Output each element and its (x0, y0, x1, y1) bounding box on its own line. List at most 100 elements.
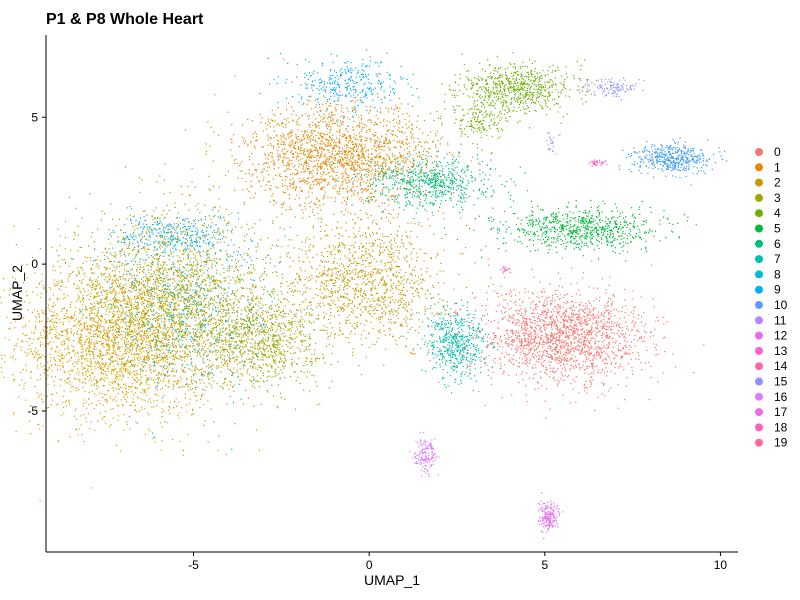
point (160, 301, 162, 303)
point (227, 350, 229, 353)
point (204, 420, 206, 422)
point (160, 306, 162, 308)
point (205, 260, 207, 262)
point (149, 339, 151, 342)
point (91, 308, 93, 310)
point (119, 276, 121, 278)
point (92, 336, 94, 338)
point (171, 231, 173, 234)
point (76, 361, 78, 363)
point (135, 289, 138, 291)
point (157, 282, 159, 284)
point (135, 421, 137, 423)
point (205, 304, 207, 306)
point (203, 281, 205, 283)
point (137, 224, 139, 226)
point (198, 317, 200, 319)
point (105, 310, 108, 312)
point (316, 404, 318, 406)
point (185, 249, 187, 251)
point (31, 331, 33, 334)
point (147, 323, 149, 326)
point (116, 363, 118, 365)
point (214, 335, 216, 337)
point (257, 345, 259, 347)
point (99, 357, 101, 359)
point (119, 252, 121, 254)
point (138, 283, 140, 285)
point (169, 327, 171, 329)
point (79, 381, 81, 383)
point (179, 330, 181, 332)
point (49, 329, 51, 331)
point (123, 429, 125, 431)
point (70, 370, 72, 372)
point (156, 229, 158, 231)
point (260, 403, 262, 406)
point (26, 295, 28, 297)
point (87, 341, 89, 343)
point (230, 337, 232, 340)
point (130, 269, 132, 271)
point (73, 345, 75, 347)
point (216, 351, 218, 353)
point (163, 295, 165, 297)
point (125, 341, 127, 343)
point (295, 363, 298, 365)
point (54, 364, 56, 366)
point (150, 371, 152, 374)
point (106, 290, 108, 292)
point (146, 377, 148, 379)
point (95, 379, 97, 381)
point (99, 260, 101, 262)
point (139, 316, 142, 318)
point (162, 357, 164, 360)
point (133, 286, 135, 288)
point (234, 320, 236, 322)
point (261, 329, 263, 331)
point (39, 500, 41, 502)
point (290, 336, 292, 338)
point (277, 344, 279, 346)
point (117, 385, 119, 387)
point (97, 420, 99, 422)
point (243, 333, 245, 335)
point (290, 338, 292, 340)
point (240, 318, 242, 320)
point (119, 326, 121, 328)
point (295, 316, 297, 318)
point (101, 251, 104, 254)
point (140, 297, 142, 299)
point (124, 300, 126, 302)
point (110, 362, 112, 364)
point (243, 273, 245, 276)
point (277, 348, 279, 351)
point (161, 333, 164, 335)
point (135, 374, 137, 376)
point (160, 297, 162, 299)
point (236, 315, 239, 317)
point (82, 362, 84, 364)
point (271, 317, 273, 319)
point (137, 246, 139, 248)
point (115, 256, 117, 258)
point (115, 280, 117, 282)
point (175, 405, 178, 407)
point (180, 316, 182, 318)
point (93, 384, 95, 386)
point (142, 236, 144, 238)
point (166, 361, 168, 363)
point (292, 320, 294, 323)
point (94, 333, 96, 335)
point (186, 335, 188, 337)
point (164, 294, 166, 296)
point (123, 357, 125, 359)
point (97, 316, 99, 319)
point (141, 347, 143, 349)
point (135, 287, 137, 289)
point (194, 299, 196, 301)
point (184, 347, 186, 349)
point (131, 249, 133, 251)
point (145, 251, 147, 253)
point (75, 274, 77, 276)
